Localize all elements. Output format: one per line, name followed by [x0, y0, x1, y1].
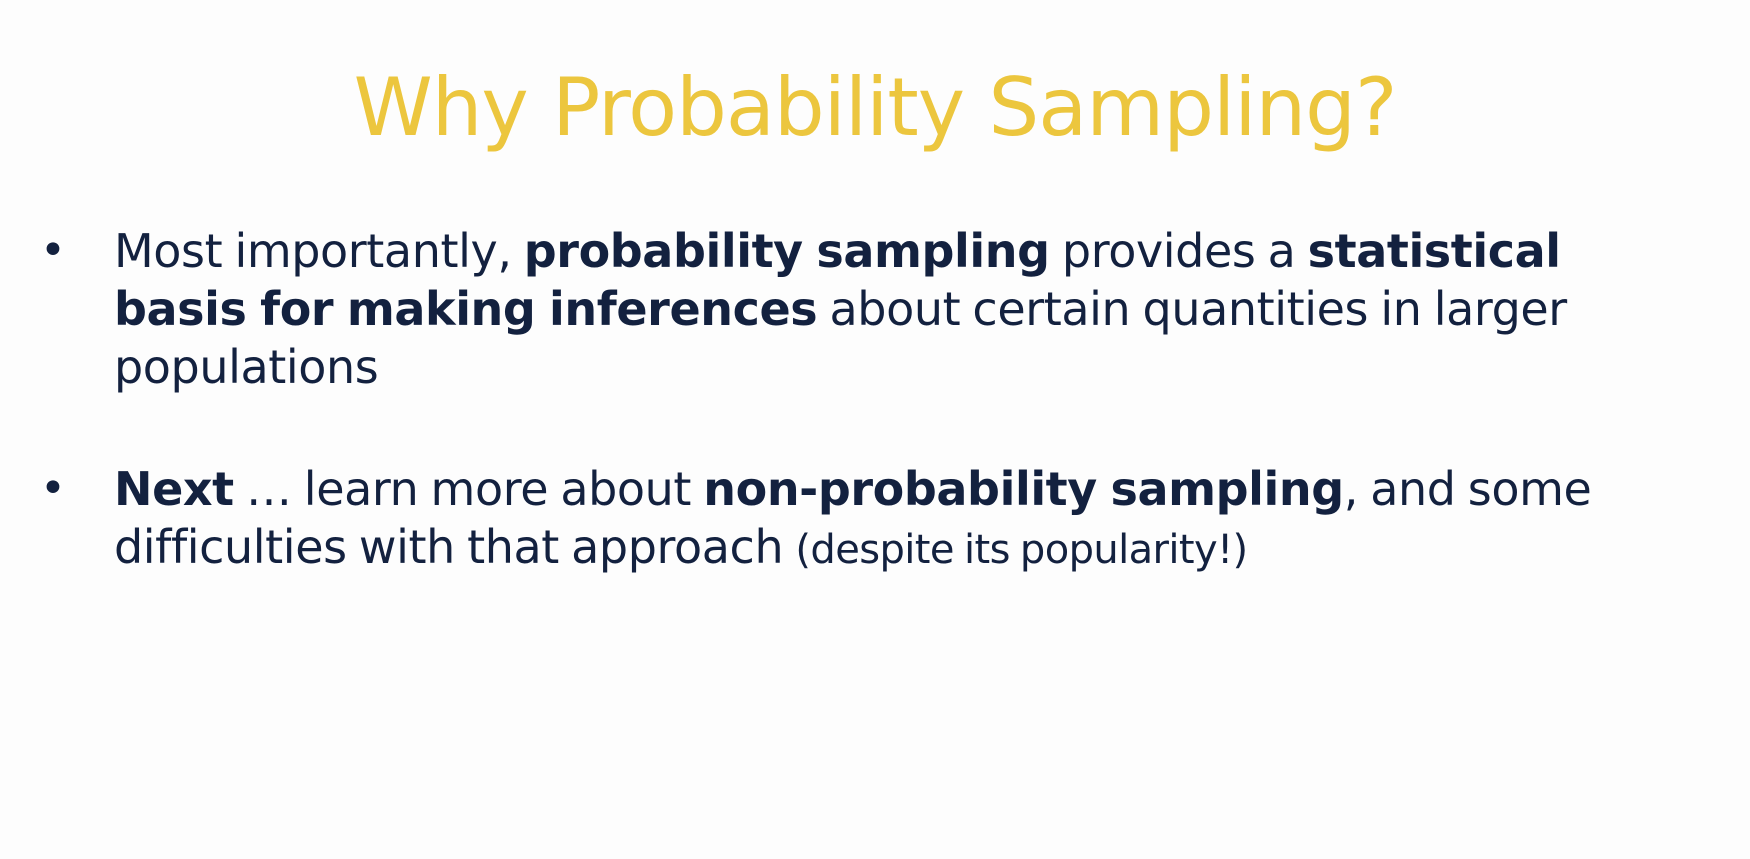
bullet-text-segment: , and some difficulties with that approa… [114, 462, 1592, 574]
bullet-text-segment: … learn more about [233, 462, 704, 516]
parenthetical-note: (despite its popularity!) [795, 527, 1248, 573]
bullet-text-segment: provides a [1049, 224, 1308, 278]
bullet-marker: • [40, 225, 66, 276]
bullet-text: Most importantly, probability sampling p… [114, 222, 1684, 396]
bold-phrase: Next [114, 462, 234, 516]
bullet-text: Next … learn more about non-probability … [114, 460, 1684, 579]
slide-title: Why Probability Sampling? [353, 61, 1398, 154]
bullet-text-segment: about certain quantities in larger popul… [114, 282, 1567, 394]
bold-phrase: non-probability sampling [703, 462, 1344, 516]
bold-phrase: statistical basis for making inferences [114, 224, 1561, 336]
bullet-marker: • [40, 463, 66, 514]
bullet-text-segment: Most importantly, [114, 224, 524, 278]
bold-phrase: probability sampling [523, 224, 1050, 278]
